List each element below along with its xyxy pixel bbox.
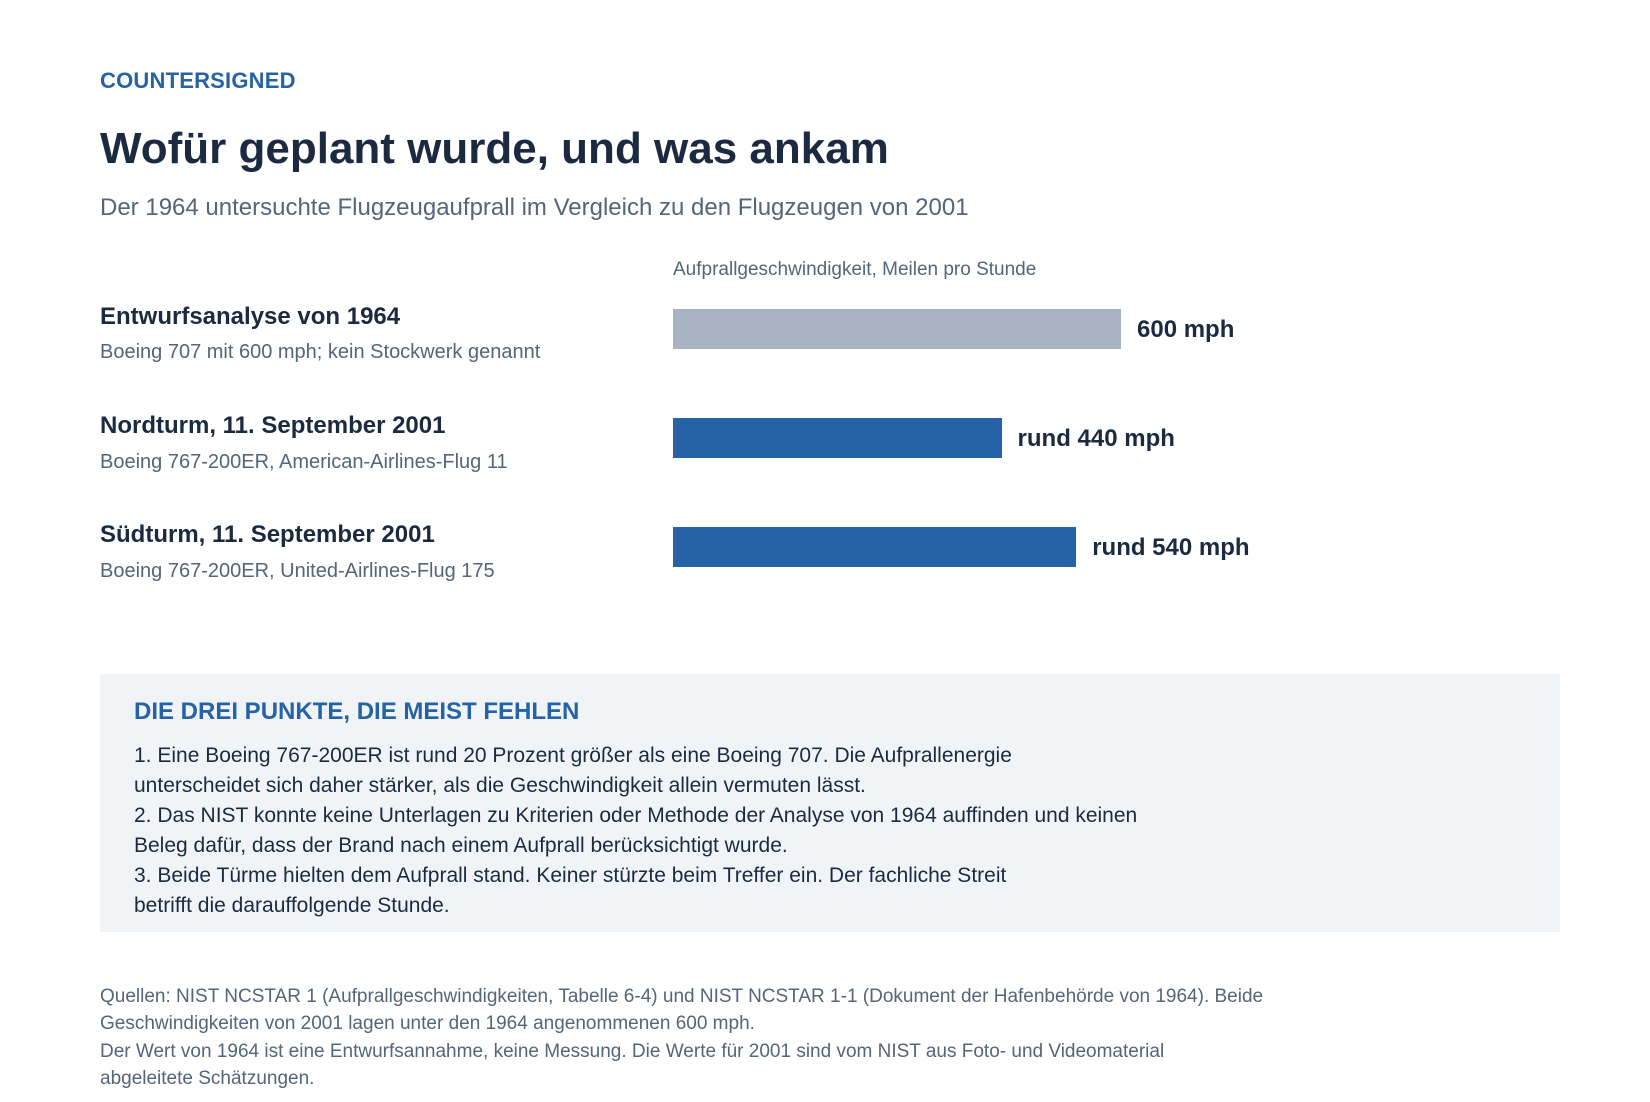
- bar-1964: [673, 309, 1121, 349]
- row-subtitle-south-tower: Boeing 767-200ER, United-Airlines-Flug 1…: [100, 560, 495, 582]
- notes-heading: DIE DREI PUNKTE, DIE MEIST FEHLEN: [134, 698, 580, 725]
- notes-line: Beleg dafür, dass der Brand nach einem A…: [134, 834, 788, 857]
- notes-box: DIE DREI PUNKTE, DIE MEIST FEHLEN 1. Ein…: [100, 674, 1560, 932]
- sources-line: Der Wert von 1964 ist eine Entwurfsannah…: [100, 1041, 1165, 1062]
- bar-north-tower: [673, 418, 1002, 458]
- bar-south-tower: [673, 527, 1077, 567]
- row-subtitle-north-tower: Boeing 767-200ER, American-Airlines-Flug…: [100, 451, 508, 473]
- notes-line: betrifft die darauffolgende Stunde.: [134, 894, 450, 917]
- sources-line: abgeleitete Schätzungen.: [100, 1068, 315, 1089]
- row-title-1964: Entwurfsanalyse von 1964: [100, 303, 401, 330]
- notes-line: 2. Das NIST konnte keine Unterlagen zu K…: [134, 804, 1138, 827]
- notes-line: unterscheidet sich daher stärker, als di…: [134, 774, 866, 797]
- row-subtitle-1964: Boeing 707 mit 600 mph; kein Stockwerk g…: [100, 341, 541, 363]
- page-subtitle: Der 1964 untersuchte Flugzeugaufprall im…: [100, 194, 969, 221]
- bar-value-label-1964: 600 mph: [1137, 316, 1235, 343]
- row-title-south-tower: Südturm, 11. September 2001: [100, 521, 435, 548]
- sources-line: Quellen: NIST NCSTAR 1 (Aufprallgeschwin…: [100, 986, 1264, 1007]
- axis-label: Aufprallgeschwindigkeit, Meilen pro Stun…: [673, 259, 1037, 280]
- notes-line: 3. Beide Türme hielten dem Aufprall stan…: [134, 864, 1007, 887]
- notes-line: 1. Eine Boeing 767-200ER ist rund 20 Pro…: [134, 744, 1012, 767]
- sources-line: Geschwindigkeiten von 2001 lagen unter d…: [100, 1013, 755, 1034]
- kicker: COUNTERSIGNED: [100, 68, 296, 93]
- page-title: Wofür geplant wurde, und was ankam: [100, 124, 889, 173]
- bar-value-label-north-tower: rund 440 mph: [1017, 425, 1175, 452]
- bar-value-label-south-tower: rund 540 mph: [1092, 534, 1250, 561]
- row-title-north-tower: Nordturm, 11. September 2001: [100, 412, 446, 439]
